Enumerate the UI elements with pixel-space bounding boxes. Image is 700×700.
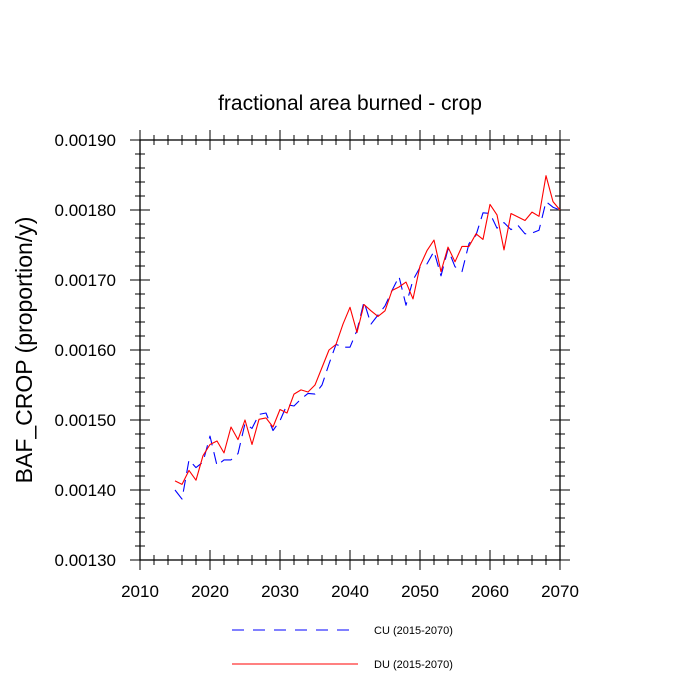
y-tick-label: 0.00160 xyxy=(55,341,116,360)
legend-label: DU (2015-2070) xyxy=(374,659,453,671)
series-line-du xyxy=(174,175,561,485)
y-tick-label: 0.00190 xyxy=(55,131,116,150)
y-tick-label: 0.00170 xyxy=(55,271,116,290)
y-tick-label: 0.00130 xyxy=(55,551,116,570)
y-tick-label: 0.00140 xyxy=(55,481,116,500)
plot-frame xyxy=(139,139,561,561)
y-tick-label: 0.00180 xyxy=(55,201,116,220)
x-tick-label: 2030 xyxy=(261,582,299,601)
x-tick-label: 2070 xyxy=(541,582,579,601)
plot-area: 2010 2020 2030 2040 2050 2060 2070 0.00130 0.001… xyxy=(55,130,579,601)
chart-title: fractional area burned - crop xyxy=(218,92,482,115)
x-tick-label: 2020 xyxy=(191,582,229,601)
y-tick-label: 0.00150 xyxy=(55,411,116,430)
x-tick-label: 2040 xyxy=(331,582,369,601)
x-tick-label: 2050 xyxy=(401,582,439,601)
series-line-cu xyxy=(174,201,561,500)
legend-label: CU (2015-2070) xyxy=(374,625,453,637)
y-axis-label: BAF_CROP (proportion/y) xyxy=(11,217,37,484)
legend: CU (2015-2070) DU (2015-2070) xyxy=(232,625,453,671)
x-tick-label: 2010 xyxy=(121,582,159,601)
x-tick-label: 2060 xyxy=(471,582,509,601)
